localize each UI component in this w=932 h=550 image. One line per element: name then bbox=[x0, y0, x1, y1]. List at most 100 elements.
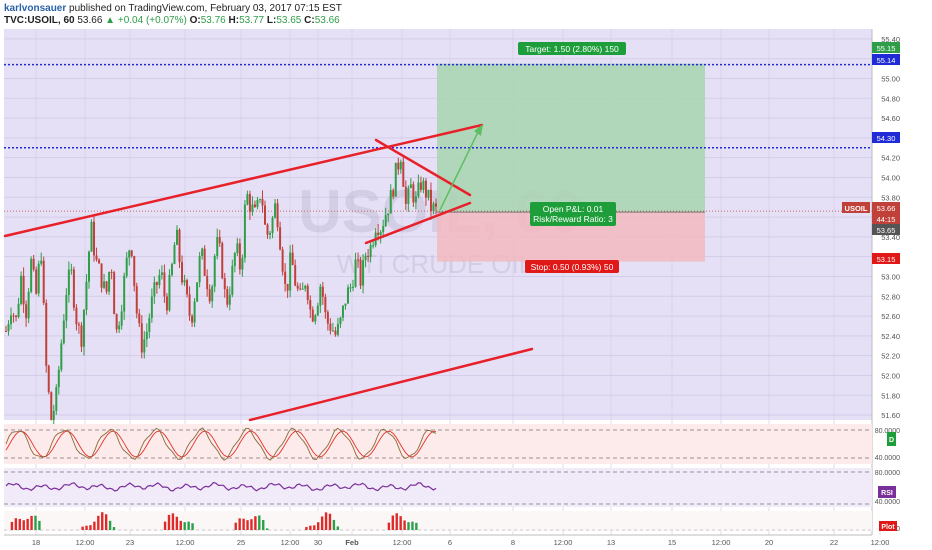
candle-body bbox=[186, 280, 189, 295]
candle-body bbox=[336, 324, 339, 335]
price-tick-label: 55.40 bbox=[881, 35, 900, 44]
plot-bar bbox=[246, 520, 249, 530]
candle-body bbox=[238, 243, 241, 270]
price-tick-label: 52.20 bbox=[881, 352, 900, 361]
plot-bar bbox=[332, 519, 336, 530]
plot-bar bbox=[324, 512, 328, 530]
candle-body bbox=[138, 313, 141, 324]
candle-body bbox=[191, 315, 194, 323]
time-tick-label: 6 bbox=[448, 538, 452, 547]
pnl-label: Open P&L: 0.01 bbox=[543, 204, 604, 214]
candle-body bbox=[47, 365, 50, 393]
plot-badge-bg bbox=[879, 521, 897, 531]
candle-body bbox=[32, 258, 35, 270]
candle-body bbox=[211, 286, 214, 302]
plot-bar bbox=[191, 523, 194, 530]
plot-bar bbox=[336, 526, 340, 530]
candle-body bbox=[339, 317, 342, 325]
time-tick-label: 20 bbox=[765, 538, 773, 547]
price-label-bg bbox=[872, 54, 900, 65]
candle-body bbox=[321, 286, 324, 297]
time-tick-label: 12:00 bbox=[871, 538, 890, 547]
time-tick-label: 12:00 bbox=[281, 538, 300, 547]
candle-body bbox=[291, 252, 294, 266]
candle-body bbox=[148, 317, 151, 332]
projection-arrow-line bbox=[439, 127, 481, 211]
candle-body bbox=[221, 243, 224, 279]
price-label-bg bbox=[872, 202, 900, 213]
price-tick-label: 54.80 bbox=[881, 94, 900, 103]
candle-body bbox=[140, 323, 143, 353]
candle-body bbox=[45, 303, 48, 366]
candle-body bbox=[223, 278, 226, 290]
plot-bar bbox=[14, 518, 18, 530]
candle-body bbox=[30, 258, 33, 292]
price-label: 54.30 bbox=[877, 134, 896, 143]
time-tick-label: 25 bbox=[237, 538, 245, 547]
stoch-k-line bbox=[5, 427, 437, 461]
candle-body bbox=[27, 291, 30, 319]
plot-bar bbox=[313, 525, 316, 530]
last-price: 53.66 bbox=[77, 15, 103, 26]
stoch-tick-label: 40.0000 bbox=[875, 455, 900, 462]
stoch-badge: D bbox=[889, 437, 894, 444]
plot-bar bbox=[187, 521, 190, 530]
plot-bar bbox=[26, 518, 29, 530]
candle-body bbox=[108, 271, 111, 292]
candle-body bbox=[301, 288, 304, 290]
symbol-info: TVC:USOIL, 60 53.66 ▲ +0.04 (+0.07%) O:5… bbox=[4, 15, 340, 26]
candle-body bbox=[362, 260, 365, 286]
candle-body bbox=[163, 272, 166, 297]
author-name[interactable]: karlvonsauer bbox=[4, 3, 67, 14]
candle-body bbox=[309, 300, 312, 310]
candle-body bbox=[203, 248, 206, 276]
plot-bar bbox=[183, 522, 186, 530]
rsi-tick-label: 80.0000 bbox=[875, 470, 900, 477]
risk-reward-label: Risk/Reward Ratio: 3 bbox=[533, 214, 613, 224]
candle-body bbox=[233, 253, 236, 266]
candle-body bbox=[409, 184, 412, 189]
candle-body bbox=[311, 309, 314, 322]
rsi-badge: RSI bbox=[881, 490, 893, 497]
candle-body bbox=[372, 245, 375, 247]
candle-body bbox=[95, 255, 98, 260]
candle-body bbox=[25, 304, 28, 319]
candle-body bbox=[155, 282, 158, 286]
candle-body bbox=[407, 188, 410, 204]
candle-body bbox=[65, 294, 68, 321]
candle-body bbox=[90, 221, 93, 252]
candle-body bbox=[424, 180, 427, 198]
candle-body bbox=[334, 330, 337, 335]
price-tick-label: 52.00 bbox=[881, 371, 900, 380]
ohlc-high-label: H: bbox=[228, 15, 240, 26]
candle-body bbox=[248, 194, 251, 212]
candle-body bbox=[354, 259, 357, 287]
candle-body bbox=[341, 305, 344, 318]
candle-body bbox=[364, 256, 367, 261]
candle-body bbox=[178, 229, 181, 263]
plot-bar bbox=[399, 516, 402, 530]
candle-body bbox=[10, 315, 13, 325]
time-tick-label: 30 bbox=[314, 538, 322, 547]
candle-body bbox=[429, 189, 432, 212]
candle-body bbox=[130, 250, 133, 257]
symbol-label[interactable]: TVC:USOIL, 60 bbox=[4, 15, 75, 26]
ohlc-open-value: 53.76 bbox=[200, 15, 226, 26]
symbol-price-tag-bg bbox=[842, 202, 870, 213]
candle-body bbox=[236, 243, 239, 254]
candle-body bbox=[20, 275, 23, 304]
price-label: 53.66 bbox=[877, 204, 896, 213]
channel-upper-trendline bbox=[3, 123, 484, 238]
candle-body bbox=[346, 287, 349, 304]
stoch-tick-label: 80.0000 bbox=[875, 428, 900, 435]
target-zone bbox=[437, 63, 705, 213]
candle-body bbox=[62, 320, 65, 344]
price-tick-label: 53.00 bbox=[881, 272, 900, 281]
candle-body bbox=[299, 288, 302, 290]
plot-bar bbox=[407, 522, 410, 530]
candle-body bbox=[357, 259, 360, 261]
candle-body bbox=[170, 264, 173, 275]
candle-body bbox=[394, 162, 397, 197]
candle-body bbox=[113, 272, 116, 315]
